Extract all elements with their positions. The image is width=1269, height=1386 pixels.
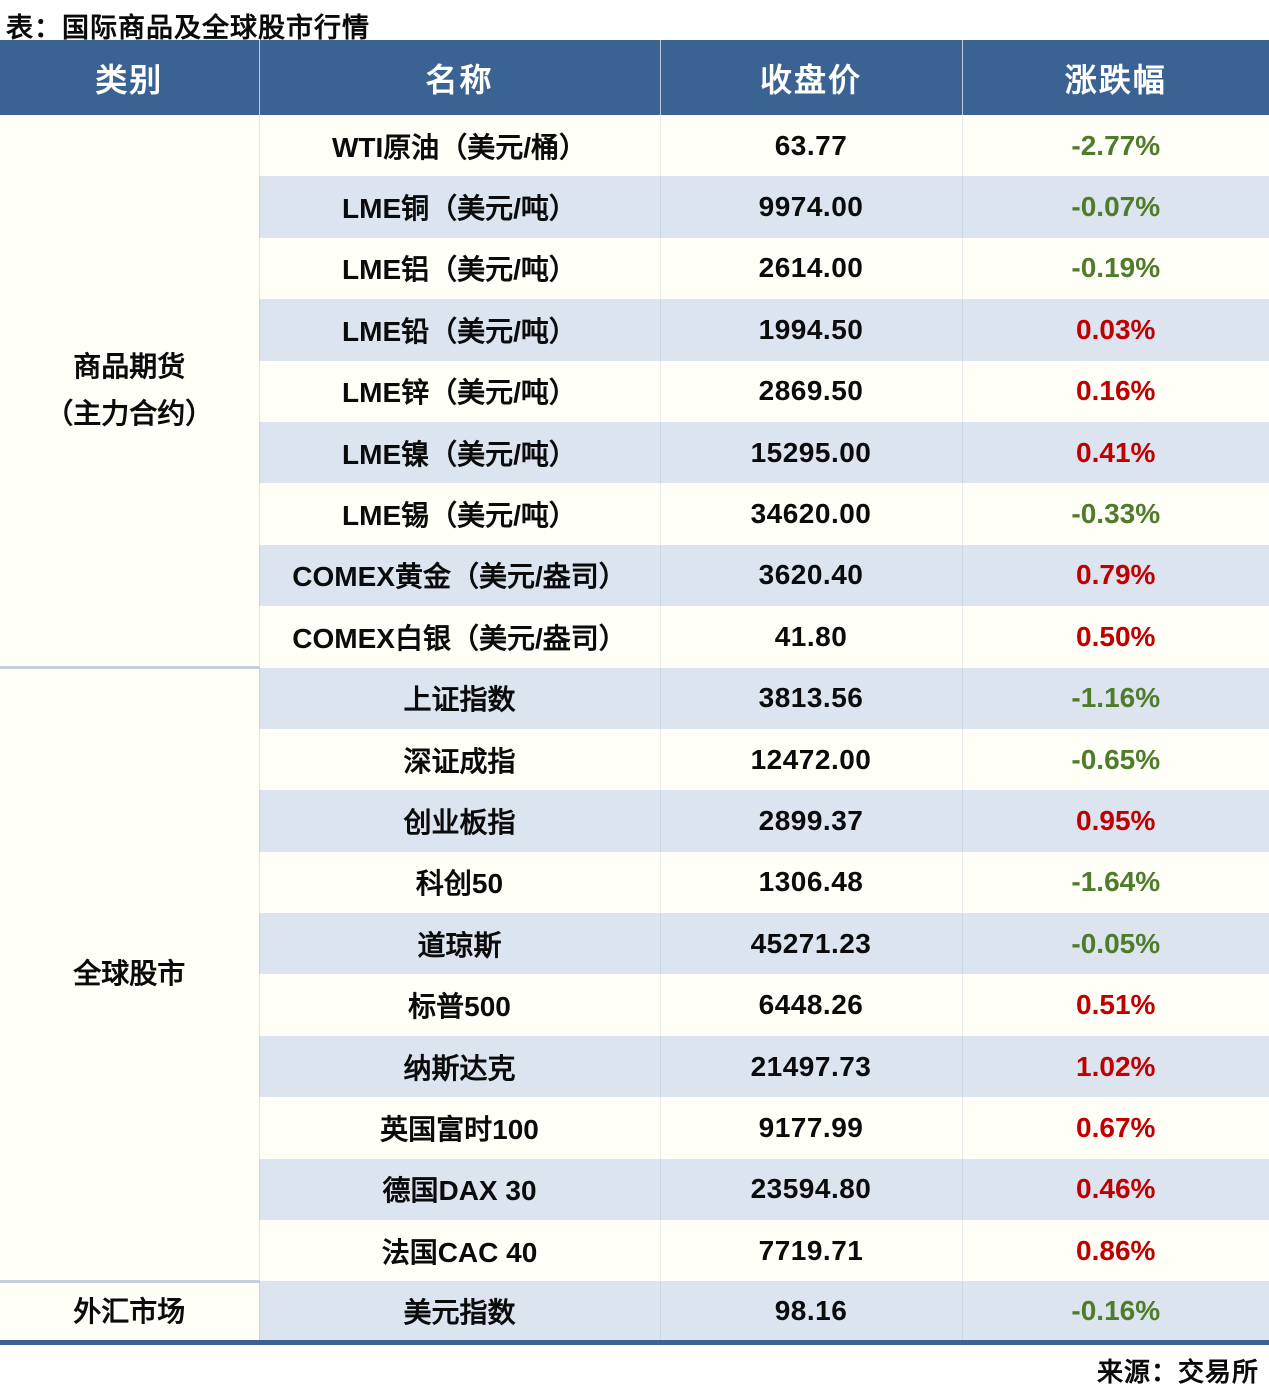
close-cell: 45271.23 bbox=[660, 913, 963, 975]
change-cell: -0.19% bbox=[962, 237, 1269, 300]
change-cell: -1.64% bbox=[962, 851, 1269, 914]
close-cell: 15295.00 bbox=[660, 421, 963, 484]
close-cell: 3813.56 bbox=[660, 667, 963, 729]
name-cell: 标普500 bbox=[259, 974, 661, 1036]
name-cell: 法国CAC 40 bbox=[259, 1220, 661, 1282]
table-row: 纳斯达克 21497.73 1.02% bbox=[0, 1035, 1269, 1098]
close-cell: 2869.50 bbox=[660, 360, 963, 422]
close-cell: 2614.00 bbox=[660, 237, 963, 300]
name-cell: 科创50 bbox=[259, 851, 661, 914]
name-cell: LME锌（美元/吨） bbox=[259, 360, 661, 422]
table-row: 外汇市场 美元指数 98.16 -0.16% bbox=[0, 1279, 1269, 1343]
table-row: LME铜（美元/吨） 9974.00 -0.07% bbox=[0, 176, 1269, 238]
name-cell: 美元指数 bbox=[259, 1281, 661, 1343]
table-row: 道琼斯 45271.23 -0.05% bbox=[0, 913, 1269, 975]
close-cell: 1306.48 bbox=[660, 851, 963, 914]
name-cell: 道琼斯 bbox=[259, 913, 661, 975]
close-cell: 12472.00 bbox=[660, 728, 963, 791]
change-cell: 0.95% bbox=[962, 790, 1269, 852]
name-cell: 创业板指 bbox=[259, 790, 661, 852]
table-row: 全球股市 上证指数 3813.56 -1.16% bbox=[0, 666, 1269, 1282]
name-cell: COMEX白银（美元/盎司） bbox=[259, 606, 661, 668]
name-cell: 深证成指 bbox=[259, 728, 661, 791]
close-cell: 1994.50 bbox=[660, 299, 963, 361]
change-cell: 0.79% bbox=[962, 544, 1269, 607]
table-row: 科创50 1306.48 -1.64% bbox=[0, 851, 1269, 914]
name-cell: WTI原油（美元/桶） bbox=[259, 115, 661, 177]
table-row: LME铅（美元/吨） 1994.50 0.03% bbox=[0, 299, 1269, 361]
close-cell: 9177.99 bbox=[660, 1097, 963, 1159]
close-cell: 7719.71 bbox=[660, 1220, 963, 1282]
table-row: 商品期货 （主力合约） WTI原油（美元/桶） 63.77 -2.77% bbox=[0, 115, 1269, 668]
table-row: 德国DAX 30 23594.80 0.46% bbox=[0, 1158, 1269, 1221]
table-row: LME铝（美元/吨） 2614.00 -0.19% bbox=[0, 237, 1269, 300]
change-cell: 0.51% bbox=[962, 974, 1269, 1036]
table-title: 表：国际商品及全球股市行情 bbox=[6, 13, 370, 43]
col-header-close: 收盘价 bbox=[660, 40, 963, 115]
close-cell: 3620.40 bbox=[660, 544, 963, 607]
name-cell: LME锡（美元/吨） bbox=[259, 483, 661, 545]
col-header-change: 涨跌幅 bbox=[962, 40, 1269, 115]
change-cell: -0.07% bbox=[962, 176, 1269, 238]
table-row: 标普500 6448.26 0.51% bbox=[0, 974, 1269, 1036]
close-cell: 41.80 bbox=[660, 606, 963, 668]
change-cell: 0.16% bbox=[962, 360, 1269, 422]
table-row: 深证成指 12472.00 -0.65% bbox=[0, 728, 1269, 791]
source-note: 来源：交易所 bbox=[1096, 1357, 1259, 1386]
change-cell: 1.02% bbox=[962, 1035, 1269, 1098]
name-cell: LME铝（美元/吨） bbox=[259, 237, 661, 300]
table-row: LME镍（美元/吨） 15295.00 0.41% bbox=[0, 421, 1269, 484]
table-row: 法国CAC 40 7719.71 0.86% bbox=[0, 1220, 1269, 1282]
change-cell: 0.50% bbox=[962, 606, 1269, 668]
name-cell: LME铅（美元/吨） bbox=[259, 299, 661, 361]
table-row: COMEX黄金（美元/盎司） 3620.40 0.79% bbox=[0, 544, 1269, 607]
name-cell: LME镍（美元/吨） bbox=[259, 421, 661, 484]
change-cell: -0.33% bbox=[962, 483, 1269, 545]
close-cell: 34620.00 bbox=[660, 483, 963, 545]
market-table: 类别 名称 收盘价 涨跌幅 商品期货 （主力合约） WTI原油（美元/桶） 63… bbox=[0, 40, 1269, 1346]
name-cell: 纳斯达克 bbox=[259, 1035, 661, 1098]
close-cell: 2899.37 bbox=[660, 790, 963, 852]
change-cell: -0.16% bbox=[962, 1281, 1269, 1343]
change-cell: 0.46% bbox=[962, 1158, 1269, 1221]
header-row: 类别 名称 收盘价 涨跌幅 bbox=[0, 40, 1269, 115]
table-row: LME锡（美元/吨） 34620.00 -0.33% bbox=[0, 483, 1269, 545]
change-cell: -0.65% bbox=[962, 728, 1269, 791]
category-cell-fx-market: 外汇市场 bbox=[0, 1279, 260, 1343]
table-row: COMEX白银（美元/盎司） 41.80 0.50% bbox=[0, 606, 1269, 668]
change-cell: 0.67% bbox=[962, 1097, 1269, 1159]
change-cell: 0.41% bbox=[962, 421, 1269, 484]
close-cell: 6448.26 bbox=[660, 974, 963, 1036]
close-cell: 63.77 bbox=[660, 115, 963, 177]
col-header-category: 类别 bbox=[0, 40, 260, 115]
close-cell: 98.16 bbox=[660, 1281, 963, 1343]
table-row: 创业板指 2899.37 0.95% bbox=[0, 790, 1269, 852]
change-cell: -0.05% bbox=[962, 913, 1269, 975]
change-cell: 0.86% bbox=[962, 1220, 1269, 1282]
name-cell: 英国富时100 bbox=[259, 1097, 661, 1159]
change-cell: -1.16% bbox=[962, 667, 1269, 729]
category-cell-commodity-futures: 商品期货 （主力合约） bbox=[0, 115, 260, 668]
close-cell: 21497.73 bbox=[660, 1035, 963, 1098]
close-cell: 9974.00 bbox=[660, 176, 963, 238]
table-row: LME锌（美元/吨） 2869.50 0.16% bbox=[0, 360, 1269, 422]
close-cell: 23594.80 bbox=[660, 1158, 963, 1221]
table-row: 英国富时100 9177.99 0.67% bbox=[0, 1097, 1269, 1159]
name-cell: 上证指数 bbox=[259, 667, 661, 729]
name-cell: 德国DAX 30 bbox=[259, 1158, 661, 1221]
name-cell: COMEX黄金（美元/盎司） bbox=[259, 544, 661, 607]
col-header-name: 名称 bbox=[259, 40, 661, 115]
category-cell-global-stocks: 全球股市 bbox=[0, 666, 260, 1282]
name-cell: LME铜（美元/吨） bbox=[259, 176, 661, 238]
change-cell: -2.77% bbox=[962, 115, 1269, 177]
change-cell: 0.03% bbox=[962, 299, 1269, 361]
